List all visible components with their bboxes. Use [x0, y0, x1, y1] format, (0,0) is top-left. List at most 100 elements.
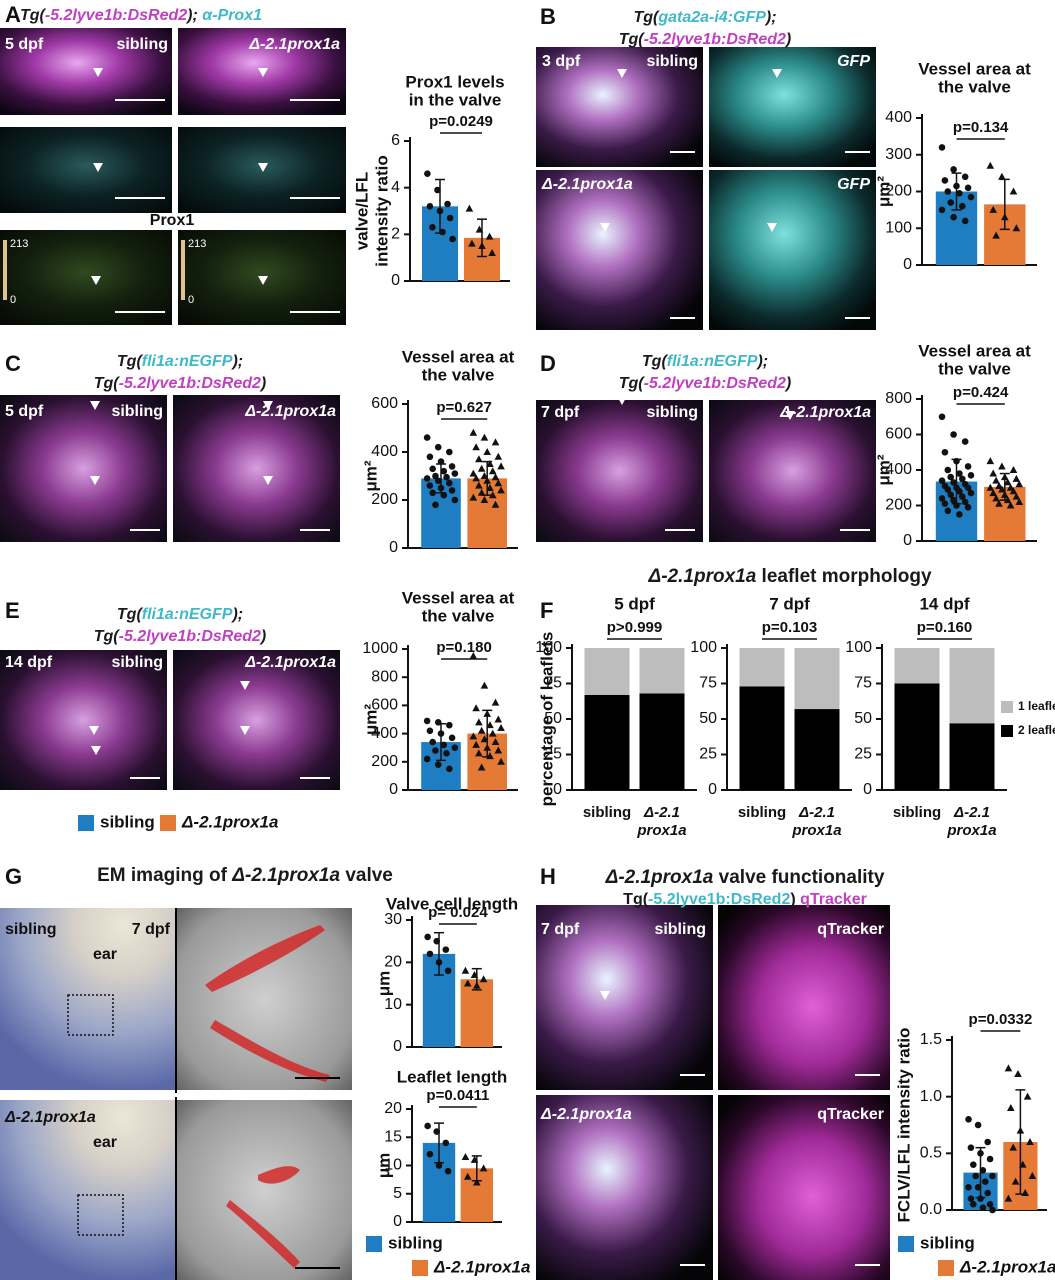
data-point — [992, 231, 1000, 239]
y-tick-label: 100 — [845, 639, 872, 656]
data-point — [469, 469, 478, 477]
image-label: 0 — [188, 294, 194, 306]
y-tick-label: 0 — [903, 532, 912, 549]
title-segment: ); — [755, 353, 768, 370]
data-point — [950, 431, 957, 438]
data-point — [485, 232, 494, 240]
panel-title: Tg(gata2a-i4:GFP); — [633, 9, 776, 26]
title-segment: -5.2lyve1b:DsRed2 — [45, 7, 187, 24]
y-tick-label: 0 — [863, 781, 872, 798]
panel-letter: D — [540, 351, 556, 376]
data-point — [964, 484, 972, 492]
chart-title: the valve — [938, 77, 1011, 96]
data-point — [440, 467, 448, 475]
data-point — [950, 166, 957, 173]
data-point — [423, 755, 431, 763]
panel-title: Tg(-5.2lyve1b:DsRed2); α-Prox1 — [20, 7, 262, 24]
p-value: p=0.134 — [953, 119, 1009, 136]
micrograph — [0, 908, 175, 1090]
y-tick-label: 400 — [371, 443, 398, 460]
p-value: p=0.180 — [436, 639, 491, 656]
y-tick-label: 0.5 — [920, 1145, 942, 1162]
data-point — [967, 1195, 975, 1202]
image-label: GFP — [837, 176, 870, 193]
color-scale — [3, 240, 7, 300]
chart-title: the valve — [422, 365, 495, 384]
data-point — [977, 1150, 984, 1157]
data-point — [483, 743, 491, 751]
image-label: 5 dpf — [5, 36, 44, 53]
x-tick-label-box: Δ-2.1 prox1a — [792, 804, 841, 839]
data-point — [998, 485, 1006, 493]
data-point — [446, 448, 453, 456]
data-point — [480, 735, 489, 743]
title-segment: gata2a-i4:GFP — [657, 9, 766, 26]
data-point — [437, 458, 445, 465]
chart-title: in the valve — [409, 90, 502, 109]
data-point — [964, 184, 972, 192]
title-segment: ); — [764, 9, 777, 26]
p-value: p=0.424 — [953, 384, 1009, 401]
arrowhead — [258, 68, 268, 77]
y-tick-label: 1.5 — [920, 1031, 942, 1048]
data-point — [956, 488, 963, 495]
legend-label: sibling — [100, 812, 155, 831]
legend-swatch — [1001, 701, 1013, 713]
micrograph — [536, 905, 713, 1090]
image-label: sibling — [116, 36, 168, 53]
chart-title: Prox1 levels — [405, 72, 504, 91]
data-point — [956, 470, 963, 477]
micrograph — [0, 395, 167, 542]
legend-label: Δ-2.1prox1a — [433, 1257, 530, 1276]
image-label: GFP — [837, 53, 870, 70]
micrograph — [177, 908, 352, 1090]
data-point — [1009, 466, 1018, 473]
data-point — [986, 483, 995, 491]
y-tick-label: 200 — [885, 183, 912, 200]
title-segment: α-Prox1 — [198, 7, 262, 24]
title-segment: ); — [185, 7, 198, 24]
data-point — [986, 457, 995, 465]
arrowhead — [258, 276, 268, 285]
data-point — [433, 937, 441, 945]
data-point — [947, 491, 955, 499]
data-point — [947, 473, 955, 481]
y-axis-label: μm² — [874, 454, 893, 486]
arrowhead — [89, 726, 99, 735]
x-tick-label-box: Δ-2.1 prox1a — [637, 804, 686, 839]
y-tick-label: 200 — [885, 497, 912, 514]
data-point — [451, 496, 459, 504]
title-segment: Tg( — [117, 606, 144, 623]
panel-letter: C — [5, 351, 21, 376]
valve-overlay — [226, 1166, 300, 1268]
y-tick-label: 20 — [384, 954, 402, 971]
data-point — [488, 729, 497, 737]
data-point — [984, 1138, 991, 1146]
title-segment: fli1a:nEGFP — [142, 353, 233, 370]
data-point — [972, 1172, 980, 1180]
y-tick-label: 75 — [854, 675, 872, 692]
y-tick-label: 600 — [371, 395, 398, 412]
data-point — [480, 681, 489, 689]
title-segment: Tg( — [117, 353, 144, 370]
title-segment: Tg( — [619, 375, 646, 392]
arrowhead — [90, 401, 100, 410]
y-tick-label: 5 — [393, 1185, 402, 1202]
data-point — [470, 971, 479, 979]
arrowhead — [90, 476, 100, 485]
legend-label: sibling — [388, 1233, 443, 1252]
chart-title: 14 dpf — [919, 594, 969, 613]
legend-label: 1 leaflet — [1018, 699, 1055, 713]
title-segment: EM imaging of — [97, 865, 232, 886]
data-point — [944, 507, 952, 515]
title-segment: -5.2lyve1b:DsRed2 — [644, 31, 786, 48]
y-axis-label: intensity ratio — [372, 155, 391, 266]
panel-letter: B — [540, 4, 556, 29]
data-point — [995, 481, 1003, 489]
image-label: ear — [93, 1134, 117, 1151]
data-point — [429, 489, 436, 497]
data-point — [437, 730, 445, 737]
title-segment: ) — [259, 375, 266, 392]
data-point — [424, 933, 431, 941]
image-label: Δ-2.1prox1a — [244, 403, 336, 420]
